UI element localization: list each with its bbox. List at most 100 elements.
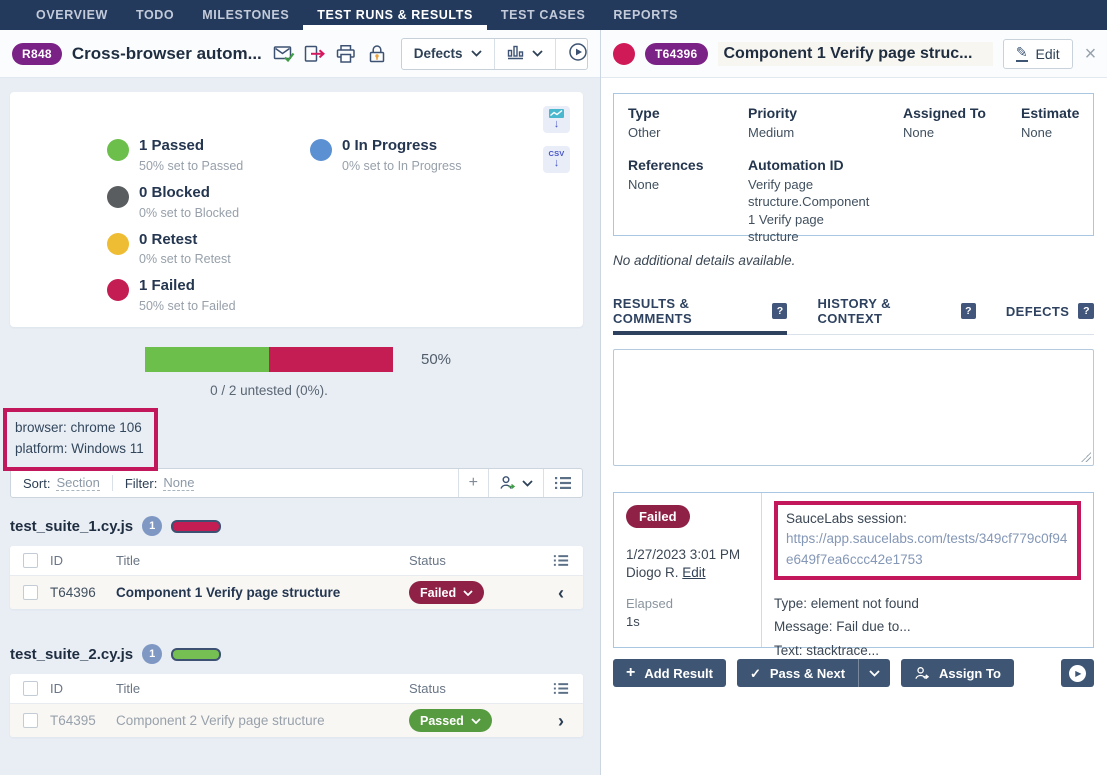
col-status: Status — [409, 681, 446, 696]
test-fields-card: Type Other Priority Medium Assigned To N… — [613, 93, 1095, 244]
result-meta: Failed 1/27/2023 3:01 PM Diogo R. Edit E… — [614, 493, 762, 647]
field-automation-id: Automation ID Verify page structure.Comp… — [748, 157, 903, 246]
pencil-icon: ✎ — [1015, 44, 1028, 62]
field-label: Automation ID — [748, 156, 844, 173]
field-priority: Priority Medium — [748, 105, 903, 142]
status-label: Passed — [420, 713, 464, 728]
retest-dot — [107, 232, 129, 255]
rerun-button[interactable] — [554, 38, 587, 69]
test-detail-content: Type Other Priority Medium Assigned To N… — [601, 78, 1107, 775]
test-row-t64396[interactable]: T64396 Component 1 Verify page structure… — [10, 576, 583, 609]
sort-value-link[interactable]: Section — [56, 475, 100, 491]
passed-dot — [107, 139, 129, 161]
legend-title: 0 In Progress — [342, 137, 438, 154]
progress-passed-segment — [145, 347, 269, 372]
close-run-icon[interactable] — [303, 42, 327, 66]
chart-dropdown[interactable] — [493, 38, 555, 69]
pass-and-next-button[interactable]: ✓ Pass & Next — [736, 659, 891, 687]
assign-dropdown[interactable] — [488, 469, 543, 497]
tab-history-context[interactable]: HISTORY & CONTEXT ? — [817, 296, 976, 334]
col-status: Status — [409, 553, 446, 568]
untested-note: 0 / 2 untested (0%). — [210, 383, 328, 398]
col-id: ID — [50, 553, 63, 568]
summary-card: 1 Passed 50% set to Passed 0 Blocked 0% se… — [10, 92, 583, 327]
columns-config-icon[interactable] — [539, 682, 583, 695]
tab-defects[interactable]: DEFECTS ? — [1005, 296, 1095, 334]
test-title[interactable]: Component 1 Verify page structure — [116, 585, 341, 600]
print-icon[interactable] — [334, 42, 358, 66]
select-all-checkbox[interactable] — [22, 681, 38, 696]
chevron-down-icon — [531, 50, 543, 57]
filter-value-link[interactable]: None — [163, 475, 195, 491]
col-id: ID — [50, 681, 63, 696]
test-detail-panel: T64396 Component 1 Verify page struc... … — [600, 30, 1107, 775]
run-content: 1 Passed 50% set to Passed 0 Blocked 0% se… — [0, 78, 600, 775]
nav-test-runs-results[interactable]: TEST RUNS & RESULTS — [303, 0, 487, 30]
email-notify-icon[interactable] — [272, 42, 296, 66]
pass-next-dropdown[interactable] — [858, 659, 890, 687]
table-header-row: ID Title Status — [10, 546, 583, 576]
row-checkbox[interactable] — [22, 713, 38, 728]
defects-dropdown[interactable]: Defects — [402, 39, 494, 69]
tab-label: DEFECTS — [1005, 303, 1070, 319]
suite-1-header: test_suite_1.cy.js 1 — [10, 516, 583, 536]
field-label: References — [628, 156, 704, 173]
tab-label: HISTORY & CONTEXT — [817, 296, 891, 326]
nav-milestones[interactable]: MILESTONES — [202, 8, 290, 22]
run-toolbar-buttons: Defects ✎ — [400, 37, 588, 70]
test-title[interactable]: Component 2 Verify page structure — [116, 713, 325, 728]
edit-test-button[interactable]: ✎ Edit — [1002, 38, 1073, 69]
legend-title: 0 Retest — [139, 230, 198, 248]
field-value: None — [628, 176, 660, 192]
edit-result-link[interactable]: Edit — [682, 565, 706, 581]
failure-text-line: Text: stacktrace... — [774, 643, 880, 658]
download-arrow-icon: ↓ — [553, 118, 560, 130]
download-chart-button[interactable]: ↓ — [543, 106, 570, 133]
test-detail-title: Component 1 Verify page struc... — [717, 41, 993, 66]
col-title: Title — [116, 553, 141, 568]
legend-passed: 1 Passed 50% set to Passed — [107, 137, 310, 173]
suite-count-badge: 1 — [142, 516, 163, 536]
collapse-detail-chevron[interactable]: ‹ — [558, 582, 564, 603]
help-icon[interactable]: ? — [960, 303, 976, 319]
run-automation-button[interactable]: ▶ — [1061, 659, 1095, 687]
status-dropdown-passed[interactable]: Passed — [409, 709, 492, 732]
comment-input[interactable] — [613, 349, 1095, 466]
status-dropdown-failed[interactable]: Failed — [409, 581, 485, 604]
config-browser: browser: chrome 106 — [15, 420, 142, 435]
blocked-dot — [107, 185, 129, 208]
expand-detail-chevron[interactable]: › — [558, 710, 564, 731]
add-test-button[interactable]: + — [457, 469, 488, 497]
nav-test-cases[interactable]: TEST CASES — [500, 8, 586, 22]
field-type: Type Other — [628, 105, 748, 142]
lock-icon[interactable] — [365, 42, 389, 66]
row-checkbox[interactable] — [22, 585, 38, 600]
play-icon: ▶ — [1069, 664, 1087, 682]
close-icon[interactable]: × — [1084, 42, 1097, 65]
legend-blocked: 0 Blocked 0% set to Blocked — [107, 184, 310, 220]
field-value: None — [1021, 125, 1053, 140]
legend-sub: 0% set to Blocked — [139, 205, 240, 220]
nav-overview[interactable]: OVERVIEW — [36, 8, 108, 22]
columns-icon[interactable] — [543, 469, 582, 497]
test-id: T64395 — [50, 713, 96, 728]
columns-config-icon[interactable] — [539, 554, 583, 567]
test-id: T64396 — [50, 585, 96, 600]
saucelabs-session-link[interactable]: https://app.saucelabs.com/tests/349cf779… — [786, 531, 1068, 567]
assign-to-button[interactable]: Assign To — [901, 659, 1014, 687]
nav-reports[interactable]: REPORTS — [613, 8, 679, 22]
defects-label: Defects — [413, 46, 463, 61]
test-row-t64395[interactable]: T64395 Component 2 Verify page structure… — [10, 704, 583, 737]
add-result-button[interactable]: + Add Result — [613, 659, 726, 687]
plus-icon: + — [626, 664, 636, 681]
table-header-row: ID Title Status — [10, 674, 583, 704]
tab-results-comments[interactable]: RESULTS & COMMENTS ? — [613, 296, 788, 335]
edit-label: Edit — [1035, 45, 1060, 62]
failed-dot — [107, 279, 129, 302]
suite-2-table: ID Title Status T64395 Component 2 Verif… — [10, 674, 583, 737]
select-all-checkbox[interactable] — [22, 553, 38, 568]
nav-todo[interactable]: TODO — [135, 8, 175, 22]
help-icon[interactable]: ? — [772, 303, 788, 319]
help-icon[interactable]: ? — [1078, 303, 1095, 319]
download-csv-button[interactable]: CSV ↓ — [543, 146, 570, 173]
